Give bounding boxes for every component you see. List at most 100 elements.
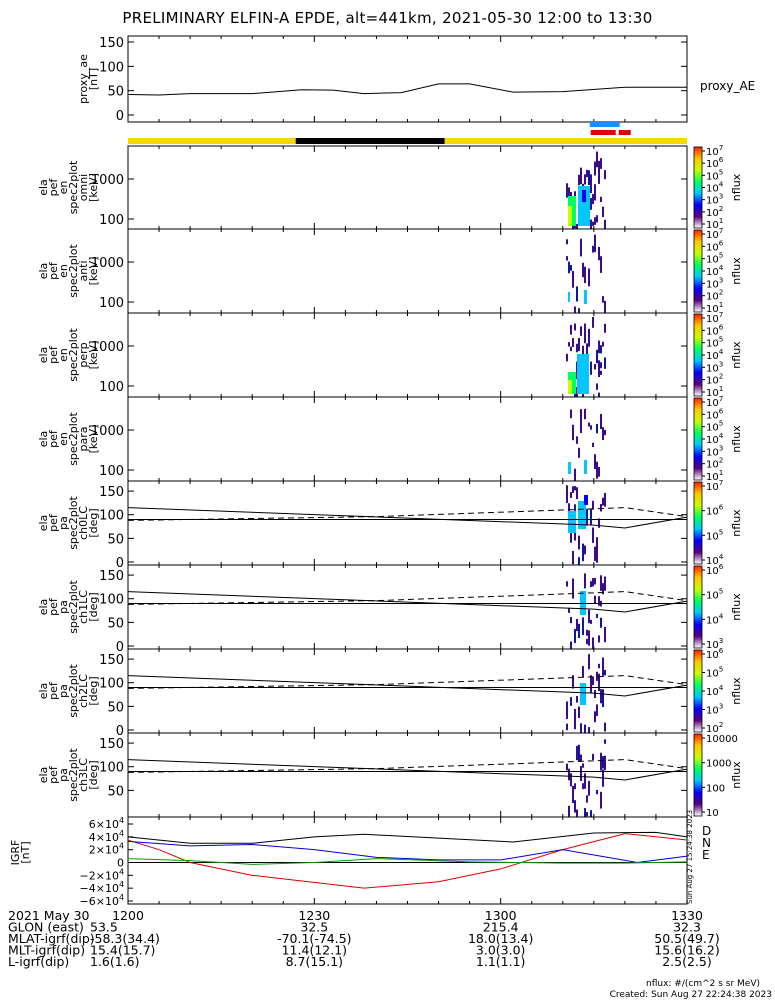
- igrf-tick-label: −4×104: [80, 880, 124, 895]
- ch0-ylabel-line: [deg]: [87, 508, 100, 537]
- igrf-ylabel-line: IGRF: [9, 840, 22, 866]
- igrf-panel: [127, 816, 688, 905]
- footer-units: nflux: #/(cm^2 s sr MeV): [646, 979, 760, 989]
- perp-colorbar-label: nflux: [730, 341, 743, 369]
- igrf-legend-e: E: [702, 848, 710, 862]
- ch0-spectrogram: [566, 485, 606, 565]
- orbit-bar-segment: [444, 138, 687, 144]
- para-colorbar-label-text: nflux: [730, 425, 743, 453]
- omni-colorbar-tick: 103: [706, 192, 723, 207]
- ch1-colorbar-tick: 105: [706, 587, 723, 602]
- ch0-colorbar-label: nflux: [730, 509, 743, 537]
- ch1-spectrogram: [566, 573, 606, 649]
- perp-ylabel-line: en: [57, 348, 70, 362]
- omni-colorbar-tick: 104: [706, 180, 724, 195]
- igrf-tick-label: −2×104: [80, 867, 124, 882]
- ephemeris-value: 1300: [485, 908, 517, 923]
- perp-colorbar: [693, 313, 703, 397]
- ch3-ylabel-line: [deg]: [87, 760, 100, 789]
- ch3-anti-loss-cone: [127, 759, 688, 773]
- para-colorbar-tick: 101: [706, 468, 723, 483]
- ephemeris-value: 32.3: [673, 920, 701, 935]
- ch2-colorbar-tick: 105: [706, 665, 723, 680]
- ae-panel-xticks: [127, 36, 688, 122]
- ch3-tick-label: 50: [107, 784, 124, 799]
- perp-ylabel-line: [keV]: [87, 341, 100, 370]
- ch3-ylabel-line: pef: [47, 765, 60, 784]
- anti-ylabel-line: [keV]: [87, 257, 100, 286]
- ae-tick-label: 150: [99, 36, 124, 51]
- ch0-colorbar-label-text: nflux: [730, 509, 743, 537]
- ae-ylabel-line: [nT]: [87, 68, 100, 90]
- ch3-ylabel-line: ela: [37, 767, 50, 784]
- para-spectrogram: [568, 408, 606, 481]
- anti-tick-label: 1000: [91, 256, 124, 271]
- perp-ylabel-line: ela: [37, 347, 50, 364]
- ch1-loss-cone: [127, 591, 688, 613]
- ch1-tick-label: 150: [99, 569, 124, 584]
- ch0-ylabel-line: ela: [37, 515, 50, 532]
- anti-colorbar-tick: 105: [706, 251, 723, 266]
- para-colorbar-label: nflux: [730, 425, 743, 453]
- omni-ylabel-line: [keV]: [87, 173, 100, 202]
- igrf-tick-label: 2×104: [89, 842, 124, 857]
- orbit-bar-segment: [295, 138, 445, 144]
- igrf-side-note: Sun Aug 27 15:24:38 2023: [686, 810, 694, 904]
- ch1-ylabel-line: pef: [47, 597, 60, 616]
- ch3-tick-label: 100: [99, 761, 124, 776]
- ch2-ylabel-line: ela: [37, 683, 50, 700]
- para-colorbar-tick: 103: [706, 443, 723, 458]
- igrf-tick-label: 4×104: [89, 829, 124, 844]
- ch2-colorbar-label: nflux: [730, 677, 743, 705]
- perp-colorbar-tick: 107: [706, 310, 723, 325]
- ch0-colorbar-tick: 106: [706, 503, 724, 518]
- ch2-ylabel-line: spec2plot: [67, 664, 80, 718]
- ch3-colorbar-tick: 100: [706, 783, 725, 794]
- ch1-colorbar-label-text: nflux: [730, 593, 743, 621]
- ch3-colorbar-tick: 10: [706, 808, 719, 819]
- ch0-panel-xticks: [127, 481, 688, 565]
- ch1-ylabel-line: [deg]: [87, 592, 100, 621]
- ch0-colorbar: [693, 481, 703, 565]
- ch0-ylabel-line: ch0LC: [77, 506, 90, 540]
- ae-tick-label: 50: [107, 85, 124, 100]
- para-panel-xticks: [127, 397, 688, 481]
- anti-ylabel-line: en: [57, 264, 70, 278]
- ephemeris-value: 1.1(1.1): [476, 954, 526, 969]
- ch3-colorbar-label: nflux: [730, 761, 743, 789]
- ch2-spectrogram: [566, 654, 606, 733]
- ephemeris-value: 1330: [671, 908, 703, 923]
- ch3-colorbar-tick: 1000: [706, 759, 731, 770]
- ephemeris-row-label: L-igrf(dip): [8, 954, 69, 969]
- anti-colorbar-tick: 107: [706, 226, 723, 241]
- para-ylabel-line: en: [57, 432, 70, 446]
- ch2-tick-label: 0: [116, 724, 124, 739]
- ch3-tick-label: 150: [99, 737, 124, 752]
- ch3-colorbar-label-text: nflux: [730, 761, 743, 789]
- omni-spectrogram: [566, 151, 606, 229]
- igrf-ylabel: IGRF[nT]: [9, 840, 32, 866]
- ephemeris-value: 15.6(16.2): [654, 943, 719, 958]
- ch2-ylabel-line: [deg]: [87, 676, 100, 705]
- omni-colorbar-label: nflux: [730, 173, 743, 201]
- ephemeris-table: 2021 May 30 1200 1230 1300 1330 GLON (east) 53…: [8, 908, 772, 1000]
- perp-colorbar-tick: 103: [706, 359, 723, 374]
- para-colorbar-tick: 107: [706, 394, 723, 409]
- omni-ylabel-line: pef: [47, 178, 60, 197]
- para-ylabel-line: ela: [37, 431, 50, 448]
- ch3-ylabel-line: pa: [57, 768, 70, 782]
- perp-colorbar-tick: 102: [706, 372, 723, 387]
- ephemeris-value: 11.4(12.1): [282, 943, 347, 958]
- ch0-loss-cone: [127, 507, 688, 529]
- ch0-colorbar-tick: 104: [706, 552, 724, 567]
- perp-tick-label: 1000: [91, 340, 124, 355]
- para-ylabel-line: spec2plot: [67, 412, 80, 466]
- ae-tick-label: 0: [116, 109, 124, 124]
- igrf-line-d: [127, 833, 688, 889]
- ch0-tick-label: 100: [99, 509, 124, 524]
- perp-colorbar-label-text: nflux: [730, 341, 743, 369]
- ch2-colorbar-tick: 103: [706, 702, 723, 717]
- perp-colorbar-tick: 106: [706, 322, 724, 337]
